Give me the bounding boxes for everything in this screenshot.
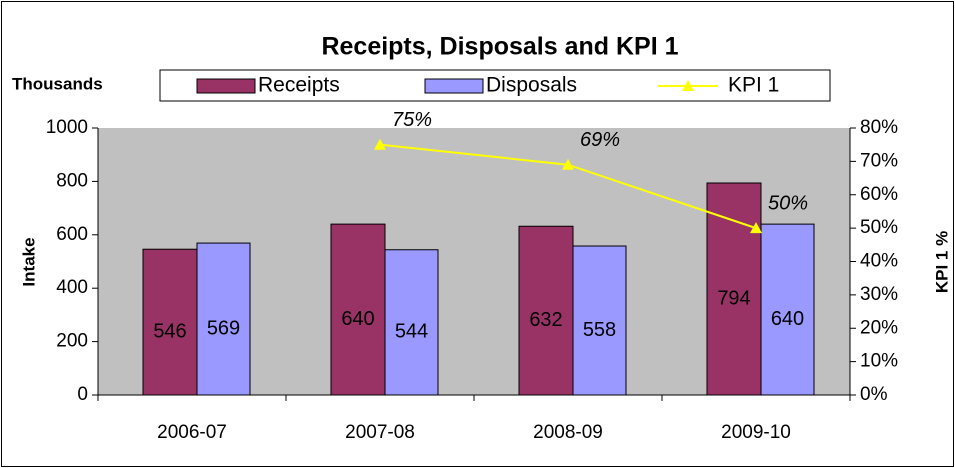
bar — [760, 223, 815, 396]
y-unit: Thousands — [12, 74, 103, 93]
kpi-marker — [562, 158, 574, 170]
legend-label: Disposals — [486, 74, 577, 97]
y2-tick-label: 60% — [860, 184, 898, 205]
bar — [706, 182, 762, 396]
x-tick-label: 2007-08 — [345, 422, 415, 443]
y-tick-label: 1000 — [46, 117, 88, 138]
legend-swatch — [196, 78, 256, 94]
bar-value-label: 558 — [583, 319, 616, 341]
y-tick-label: 200 — [56, 331, 88, 352]
bar — [384, 249, 439, 396]
y-tick-label: 0 — [77, 384, 88, 405]
chart-title: Receipts, Disposals and KPI 1 — [321, 33, 678, 61]
legend-label: KPI 1 — [728, 74, 779, 97]
y2-tick-label: 70% — [860, 150, 898, 171]
y2-tick-label: 20% — [860, 317, 898, 338]
x-tick-label: 2006-07 — [157, 422, 227, 443]
y-tick-label: 400 — [56, 277, 88, 298]
bar-value-label: 640 — [341, 308, 374, 330]
legend-marker — [682, 80, 694, 91]
bar — [142, 248, 198, 396]
y2-tick-label: 50% — [860, 217, 898, 238]
bar — [196, 242, 251, 396]
legend-swatch — [424, 78, 484, 94]
y-tick-label: 600 — [56, 224, 88, 245]
y2-tick-label: 0% — [860, 384, 888, 405]
y2-tick-label: 10% — [860, 351, 898, 372]
bar-value-label: 546 — [153, 320, 186, 342]
kpi-value-label: 69% — [580, 129, 620, 151]
x-tick-label: 2009-10 — [721, 422, 791, 443]
x-tick-label: 2008-09 — [533, 422, 603, 443]
bar — [572, 245, 627, 396]
y2-tick-label: 40% — [860, 251, 898, 272]
y-tick-label: 800 — [56, 170, 88, 191]
kpi-marker — [374, 138, 386, 150]
bar-value-label: 632 — [529, 309, 562, 331]
bar-value-label: 544 — [395, 321, 428, 343]
kpi-value-label: 75% — [392, 109, 432, 131]
bar-value-label: 794 — [717, 287, 750, 309]
bar — [330, 223, 386, 396]
y2-tick-label: 30% — [860, 284, 898, 305]
y2-axis-label: KPI 1 % — [932, 231, 951, 293]
bar-value-label: 640 — [771, 308, 804, 330]
kpi-marker — [750, 222, 762, 234]
legend — [159, 69, 831, 102]
bar-value-label: 569 — [207, 317, 240, 339]
y2-tick-label: 80% — [860, 117, 898, 138]
kpi-value-label: 50% — [768, 192, 808, 214]
y-axis-label: Intake — [19, 237, 38, 286]
legend-label: Receipts — [258, 74, 340, 97]
